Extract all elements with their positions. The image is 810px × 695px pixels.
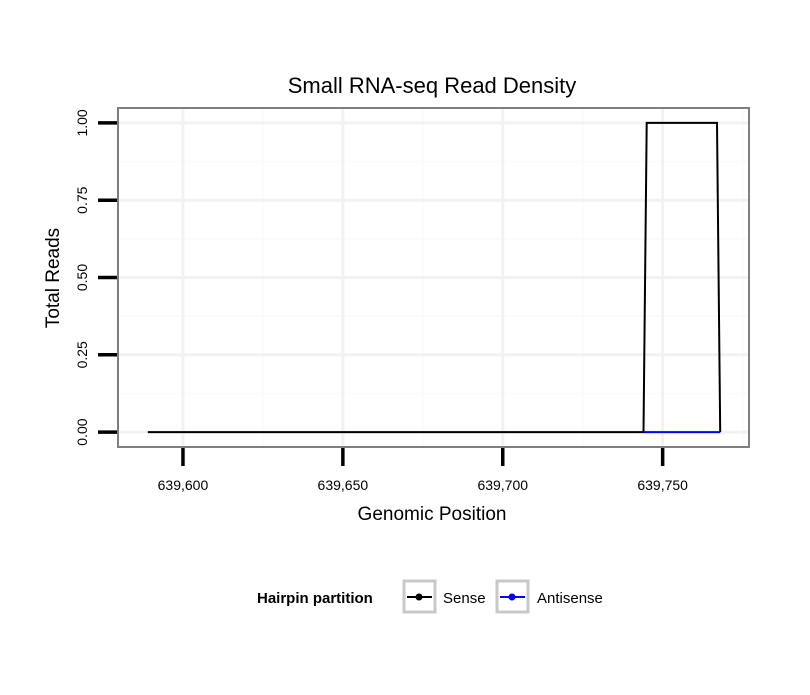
plot-border bbox=[117, 107, 750, 448]
axis-layer: 639,600 639,650 639,700 639,750 0.00 0.25 0.50… bbox=[74, 109, 688, 493]
legend-label-sense: Sense bbox=[443, 590, 486, 607]
y-axis-label: Total Reads bbox=[43, 228, 64, 328]
y-tick-label: 0.25 bbox=[74, 341, 90, 368]
legend-label-antisense: Antisense bbox=[537, 590, 603, 607]
y-tick-label: 0.00 bbox=[74, 418, 90, 445]
y-tick-label: 1.00 bbox=[74, 109, 90, 136]
x-tick-label: 639,600 bbox=[158, 477, 209, 493]
grid-layer bbox=[119, 109, 749, 446]
legend-item-antisense: Antisense bbox=[495, 579, 603, 614]
legend-key-sense-point bbox=[415, 593, 423, 601]
x-axis-label: Genomic Position bbox=[358, 504, 507, 525]
x-tick-label: 639,700 bbox=[477, 477, 528, 493]
y-tick-label: 0.75 bbox=[74, 186, 90, 213]
chart-title: Small RNA-seq Read Density bbox=[288, 73, 577, 98]
y-tick-label: 0.50 bbox=[74, 264, 90, 291]
x-tick-label: 639,750 bbox=[637, 477, 688, 493]
legend-title: Hairpin partition bbox=[257, 590, 373, 607]
legend: Hairpin partition Sense Antisense bbox=[257, 579, 603, 614]
legend-item-sense: Sense bbox=[402, 579, 486, 614]
x-tick-label: 639,650 bbox=[318, 477, 369, 493]
series-layer bbox=[147, 121, 722, 434]
legend-key-antisense-point bbox=[508, 593, 516, 601]
series-line-sense bbox=[147, 121, 722, 434]
